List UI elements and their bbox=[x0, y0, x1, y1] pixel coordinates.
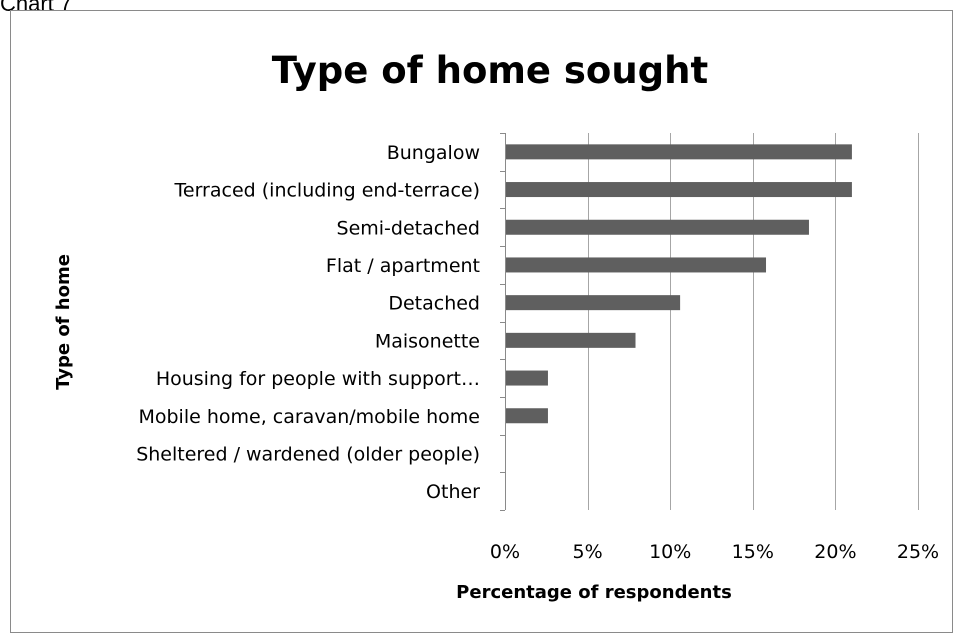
x-tick-label: 25% bbox=[897, 541, 939, 563]
bar bbox=[506, 370, 548, 386]
category-label: Other bbox=[426, 481, 480, 503]
category-label: Flat / apartment bbox=[326, 255, 480, 277]
bars bbox=[506, 144, 852, 424]
tick-labels: 0% 5% 10% 15% 20% 25% bbox=[490, 541, 939, 563]
category-label: Maisonette bbox=[375, 330, 480, 352]
x-axis-title: Percentage of respondents bbox=[456, 582, 732, 603]
bar bbox=[506, 144, 852, 160]
x-tick-label: 0% bbox=[490, 541, 520, 563]
chart-title: Type of home sought bbox=[272, 49, 708, 92]
category-label: Mobile home, caravan/mobile home bbox=[138, 406, 480, 428]
category-labels: Bungalow Terraced (including end-terrace)… bbox=[136, 142, 480, 503]
bar bbox=[506, 182, 852, 198]
category-label: Bungalow bbox=[387, 142, 480, 164]
bar bbox=[506, 332, 636, 348]
axes bbox=[500, 133, 506, 511]
x-tick-label: 10% bbox=[649, 541, 691, 563]
chart-frame bbox=[10, 10, 953, 633]
bar bbox=[506, 219, 809, 235]
bar bbox=[506, 295, 681, 311]
bar bbox=[506, 257, 767, 273]
category-label: Housing for people with support… bbox=[156, 368, 480, 390]
x-tick-label: 15% bbox=[732, 541, 774, 563]
category-label: Terraced (including end-terrace) bbox=[174, 180, 480, 202]
bar bbox=[506, 408, 548, 424]
x-tick-label: 5% bbox=[573, 541, 603, 563]
category-label: Sheltered / wardened (older people) bbox=[136, 443, 480, 465]
x-tick-label: 20% bbox=[814, 541, 856, 563]
category-label: Semi-detached bbox=[337, 217, 480, 239]
category-label: Detached bbox=[388, 293, 480, 315]
y-axis-title: Type of home bbox=[53, 254, 74, 390]
